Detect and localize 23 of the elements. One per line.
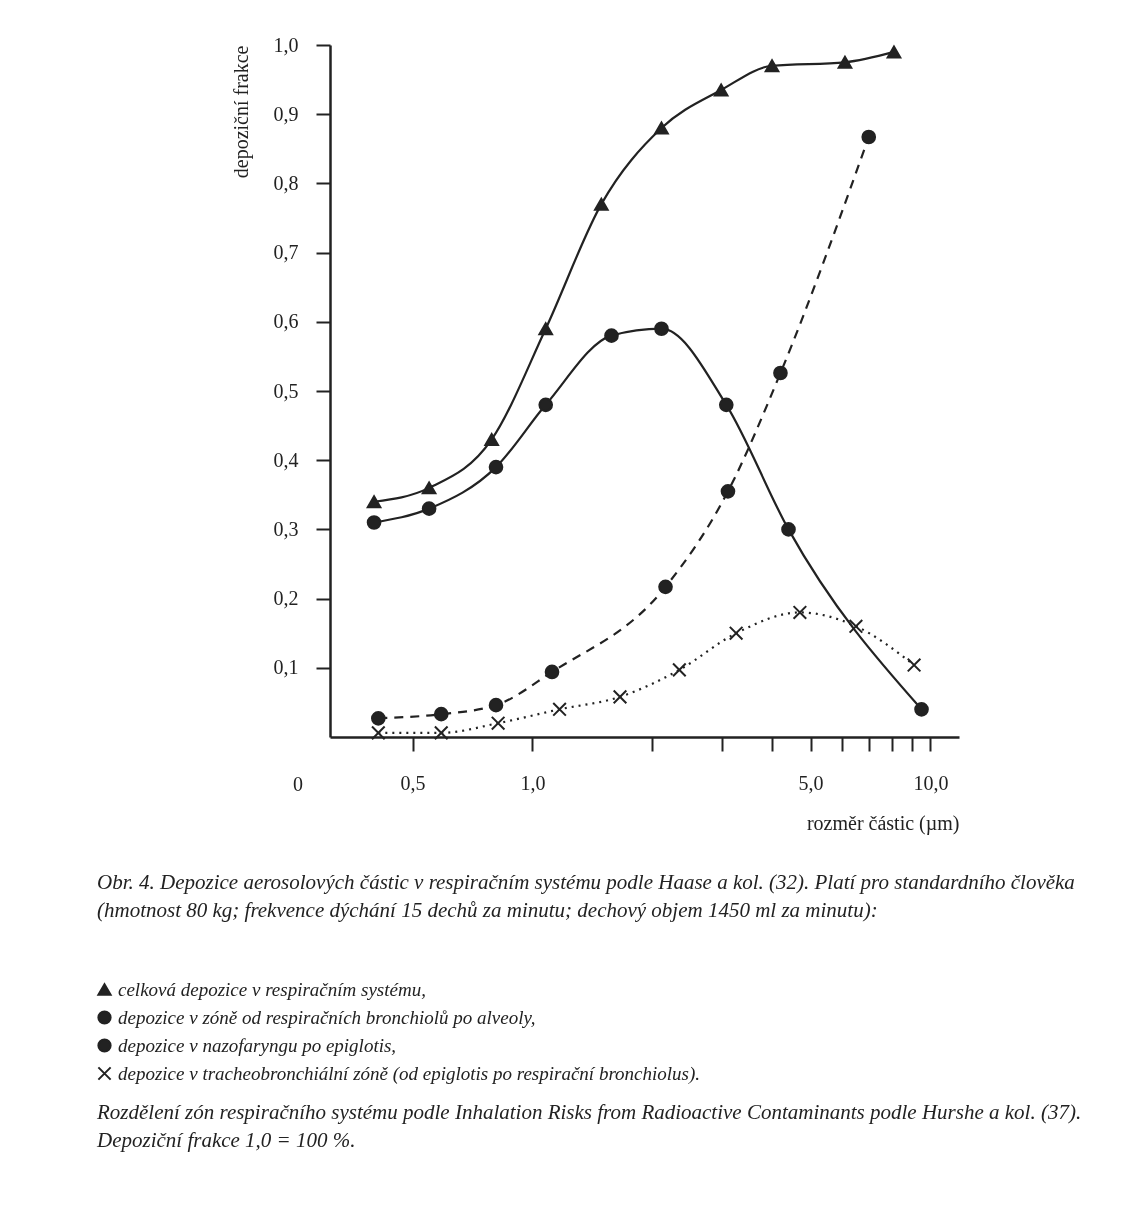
x-tick-label: 10,0 <box>913 771 949 794</box>
y-tick-label: 0,5 <box>273 379 299 402</box>
y-tick-label: 0,7 <box>273 241 299 264</box>
legend-label: depozice v zóně od respiračních bronchiolů po alveoly, <box>118 1006 536 1028</box>
y-axis-title: depoziční frakce <box>229 45 253 179</box>
text: 0 <box>293 772 304 797</box>
y-tick-label: 0,4 <box>273 448 299 471</box>
y-tick-label: 0,6 <box>273 310 299 333</box>
text: Obr. 4. Depozice aerosolových částic v respiračním systému podle Haase a kol. (32). Platí pro standardního člověka (hmotnost 80 kg; frekvence dýchání 15 dechů za minutu; dechový objem 1450 ml za minutu): <box>97 869 1076 924</box>
y-tick-label: 1,0 <box>273 33 299 56</box>
y-tick-label: 0,2 <box>273 587 299 610</box>
x-tick-label: 0,5 <box>400 771 426 794</box>
y-tick-label: 0,3 <box>273 517 299 540</box>
text: Rozdělení zón respiračního systému podle Inhalation Risks from Radioactive Contaminants podle Hurshe a kol. (37). Depoziční frakce 1,0 = 100 %. <box>97 1099 1083 1154</box>
legend-label: celková depozice v respiračním systému, <box>118 978 426 1000</box>
x-tick-label: 1,0 <box>520 771 546 794</box>
x-tick-label: 5,0 <box>798 771 824 794</box>
y-tick-label: 0,8 <box>273 171 299 194</box>
x-axis-title: rozměr částic (µm) <box>806 811 960 835</box>
legend-label: depozice v tracheobronchiální zóně (od epiglotis po respirační bronchiolus). <box>118 1062 701 1085</box>
y-tick-label: 0,1 <box>273 656 299 679</box>
legend-label: depozice v nazofaryngu po epiglotis, <box>118 1034 397 1056</box>
y-tick-label: 0,9 <box>273 102 299 125</box>
